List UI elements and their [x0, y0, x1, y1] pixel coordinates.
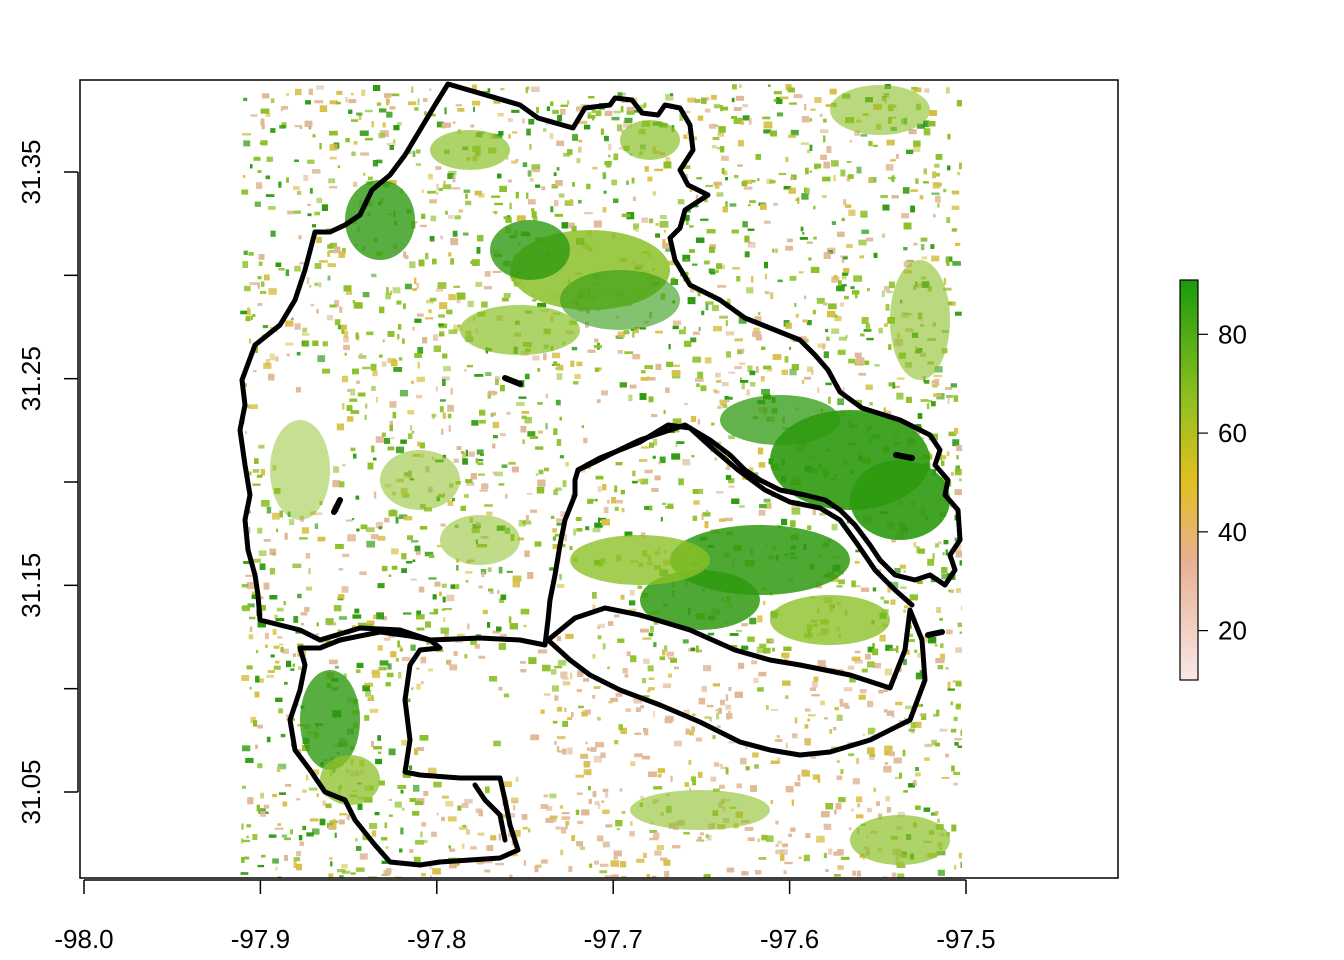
legend-tick-label: 40 [1218, 517, 1247, 547]
y-tick-label: 31.05 [16, 759, 46, 824]
x-tick-label: -97.9 [231, 924, 290, 954]
vegetation-patch [380, 450, 460, 510]
vegetation-patch [570, 535, 710, 585]
vegetation-patch [770, 595, 890, 645]
x-tick-label: -97.5 [936, 924, 995, 954]
boundary-blob-3 [893, 452, 915, 461]
legend-tick-label: 20 [1218, 616, 1247, 646]
vegetation-patch [490, 220, 570, 280]
boundary-southeast [545, 605, 928, 758]
boundary-north [237, 81, 963, 648]
vegetation-patch [850, 815, 950, 865]
vegetation-patch [620, 120, 680, 160]
y-tick-label: 31.35 [16, 139, 46, 204]
vegetation-patches [270, 85, 950, 865]
boundary-spur [472, 782, 508, 843]
vegetation-patch [850, 460, 950, 540]
vegetation-patch [640, 570, 760, 630]
y-tick-label: 31.15 [16, 553, 46, 618]
y-axis: 31.05 31.15 31.25 31.35 [16, 139, 79, 825]
raster-speckle [240, 84, 962, 878]
legend-ticks: 20 40 60 80 [1198, 319, 1247, 646]
vegetation-patch [560, 270, 680, 330]
x-tick-label: -98.0 [54, 924, 113, 954]
vegetation-patch [320, 755, 380, 805]
vegetation-patch [830, 85, 930, 135]
vegetation-patch [345, 180, 415, 260]
boundary-blob-1 [502, 375, 523, 387]
vegetation-patch [460, 305, 580, 355]
legend-tick-label: 60 [1218, 418, 1247, 448]
legend-tick-label: 80 [1218, 319, 1247, 349]
vegetation-patch [890, 260, 950, 380]
x-axis: -98.0 -97.9 -97.8 -97.7 -97.6 -97.5 [54, 879, 996, 954]
boundary-layer [237, 81, 963, 868]
boundary-blob-4 [925, 629, 945, 638]
boundary-south [287, 629, 521, 868]
x-tick-label: -97.6 [760, 924, 819, 954]
y-tick-label: 31.25 [16, 346, 46, 411]
x-tick-label: -97.7 [584, 924, 643, 954]
legend-colorbar [1179, 279, 1199, 681]
vegetation-patch [630, 790, 770, 830]
vegetation-patch [440, 515, 520, 565]
raster-layer [240, 84, 962, 878]
legend: 20 40 60 80 [1179, 279, 1247, 681]
vegetation-patch [430, 130, 510, 170]
vegetation-patch [270, 420, 330, 520]
boundary-inner [575, 422, 915, 608]
x-tick-label: -97.8 [407, 924, 466, 954]
plot-frame [79, 79, 1119, 879]
vegetation-patch [300, 670, 360, 770]
boundary-blob-2 [331, 497, 343, 515]
